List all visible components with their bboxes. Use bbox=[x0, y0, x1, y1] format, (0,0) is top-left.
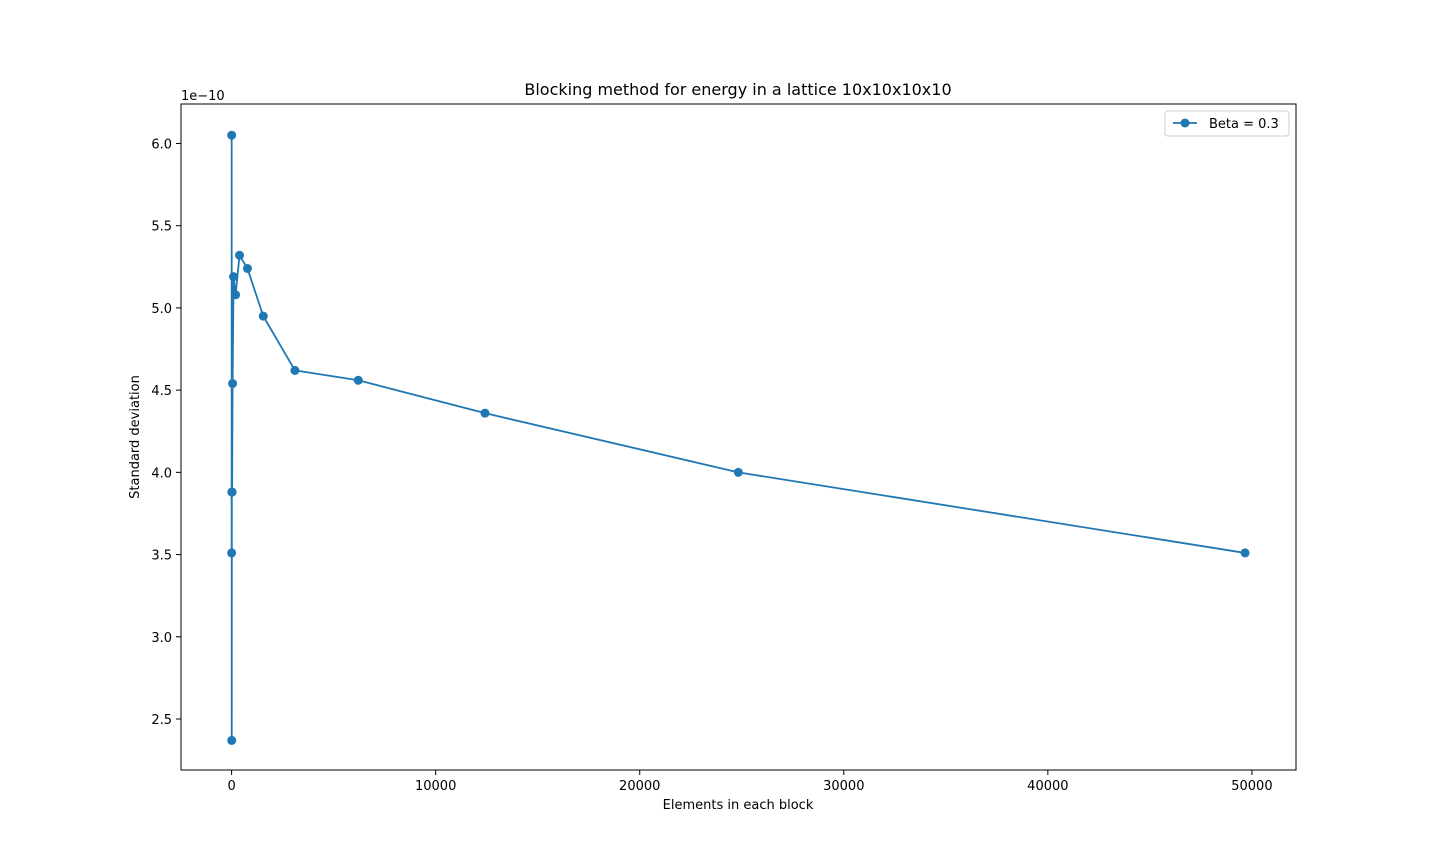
legend-label: Beta = 0.3 bbox=[1209, 117, 1279, 132]
data-point bbox=[229, 272, 239, 282]
legend-marker bbox=[1180, 118, 1190, 128]
data-point bbox=[231, 290, 241, 300]
legend-box bbox=[1164, 110, 1290, 137]
legend: Beta = 0.3 bbox=[1164, 110, 1290, 137]
y-tick-label: 3.0 bbox=[151, 631, 172, 646]
x-axis-label: Elements in each block bbox=[663, 798, 814, 813]
y-axis-label: Standard deviation bbox=[128, 375, 143, 499]
x-tick-label: 20000 bbox=[619, 779, 660, 794]
x-axis: 0 10000 20000 30000 40000 50000 bbox=[227, 770, 1273, 794]
y-tick-label: 2.5 bbox=[151, 713, 172, 728]
data-point bbox=[227, 548, 237, 558]
data-point bbox=[290, 365, 300, 375]
y-axis: 2.5 3.0 3.5 4.0 4.5 5.0 5.5 6.0 bbox=[151, 137, 181, 728]
x-tick-label: 10000 bbox=[415, 779, 456, 794]
x-tick-label: 30000 bbox=[823, 779, 864, 794]
x-tick-label: 0 bbox=[227, 779, 235, 794]
y-tick-label: 4.5 bbox=[151, 384, 172, 399]
y-tick-label: 3.5 bbox=[151, 549, 172, 564]
series-line bbox=[230, 134, 1246, 742]
plot-area bbox=[180, 103, 1297, 771]
data-point bbox=[480, 408, 490, 418]
data-point bbox=[733, 467, 743, 477]
y-tick-label: 5.5 bbox=[151, 220, 172, 235]
plot-frame bbox=[180, 103, 1297, 771]
y-offset-text: 1e−10 bbox=[181, 89, 225, 104]
data-point bbox=[228, 379, 238, 389]
data-point bbox=[227, 487, 237, 497]
data-point bbox=[227, 735, 237, 745]
series-layer bbox=[227, 130, 1250, 745]
data-point bbox=[258, 311, 268, 321]
data-point bbox=[353, 375, 363, 385]
data-point bbox=[242, 263, 252, 273]
y-tick-label: 6.0 bbox=[151, 137, 172, 152]
x-tick-label: 50000 bbox=[1231, 779, 1272, 794]
y-tick-label: 5.0 bbox=[151, 302, 172, 317]
x-tick-label: 40000 bbox=[1027, 779, 1068, 794]
chart-title: Blocking method for energy in a lattice … bbox=[524, 80, 951, 99]
data-point bbox=[235, 250, 245, 260]
data-point bbox=[1240, 548, 1250, 558]
y-tick-label: 4.0 bbox=[151, 466, 172, 481]
data-point bbox=[227, 130, 237, 140]
